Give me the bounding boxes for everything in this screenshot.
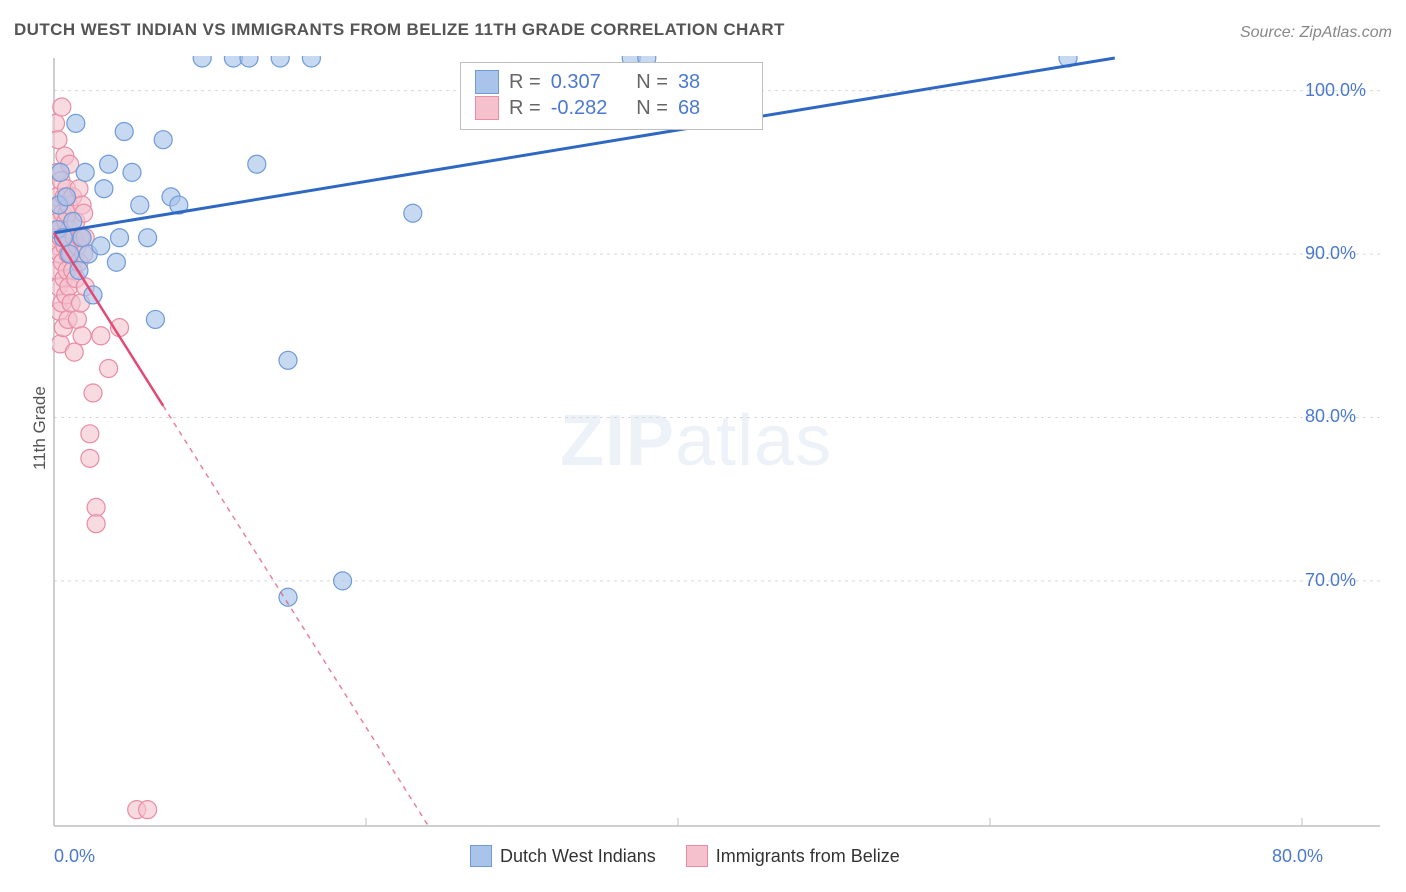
stat-n-label: N =	[631, 69, 668, 95]
y-axis-label: 11th Grade	[30, 386, 50, 470]
stat-r-value: 0.307	[551, 69, 621, 95]
legend-swatch-icon	[470, 845, 492, 867]
x-tick-label: 0.0%	[54, 846, 95, 867]
y-tick-label: 90.0%	[1305, 243, 1356, 264]
source-attribution: Source: ZipAtlas.com	[1240, 24, 1392, 42]
stat-r-label: R =	[509, 69, 541, 95]
series-legend: Dutch West Indians Immigrants from Belize	[470, 845, 900, 867]
series-swatch-icon	[475, 70, 499, 94]
legend-swatch-icon	[686, 845, 708, 867]
series-swatch-icon	[475, 96, 499, 120]
stat-r-value: -0.282	[551, 95, 621, 121]
correlation-stats-box: R = 0.307 N = 38R = -0.282 N = 68	[460, 62, 763, 130]
legend-label: Immigrants from Belize	[716, 846, 900, 867]
x-tick-label: 80.0%	[1272, 846, 1323, 867]
stat-n-value: 38	[678, 69, 748, 95]
y-tick-label: 70.0%	[1305, 570, 1356, 591]
stat-n-label: N =	[631, 95, 668, 121]
y-tick-label: 100.0%	[1305, 80, 1366, 101]
legend-item: Immigrants from Belize	[686, 845, 900, 867]
chart-title: DUTCH WEST INDIAN VS IMMIGRANTS FROM BEL…	[14, 20, 785, 40]
stats-row: R = 0.307 N = 38	[475, 69, 748, 95]
y-tick-label: 80.0%	[1305, 406, 1356, 427]
series-Dutch West Indians	[52, 56, 1077, 606]
stat-r-label: R =	[509, 95, 541, 121]
stat-n-value: 68	[678, 95, 748, 121]
stats-row: R = -0.282 N = 68	[475, 95, 748, 121]
legend-label: Dutch West Indians	[500, 846, 656, 867]
legend-item: Dutch West Indians	[470, 845, 656, 867]
scatter-plot	[52, 56, 1382, 828]
